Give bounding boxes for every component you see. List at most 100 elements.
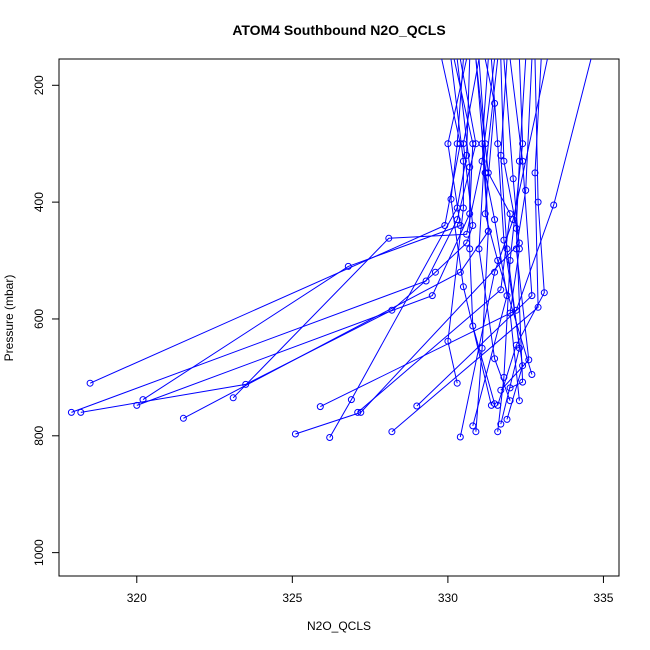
- data-point: [453, 140, 461, 148]
- series-line: [475, 59, 499, 432]
- y-tick-label: 800: [32, 425, 46, 445]
- data-point: [484, 227, 492, 235]
- series-line: [142, 59, 468, 401]
- profile-14: [456, 59, 548, 441]
- data-point: [431, 268, 439, 276]
- data-point: [497, 286, 505, 294]
- data-point: [133, 401, 141, 409]
- data-point: [481, 140, 489, 148]
- series-line: [232, 59, 496, 399]
- data-point: [525, 356, 533, 364]
- data-point: [494, 257, 502, 264]
- data-point: [509, 175, 517, 183]
- y-tick-label: 400: [32, 192, 46, 212]
- data-point: [494, 428, 502, 436]
- profile-23: [506, 59, 527, 392]
- data-point: [487, 401, 495, 409]
- series-line: [472, 59, 508, 427]
- series-line: [447, 59, 464, 384]
- data-point: [86, 379, 94, 387]
- series-line: [416, 59, 533, 407]
- data-point: [491, 355, 499, 363]
- profile-27: [497, 59, 533, 394]
- data-point: [422, 277, 430, 285]
- profile-13: [316, 59, 592, 411]
- series-profiles: [67, 59, 592, 441]
- data-point: [229, 394, 237, 402]
- series-line: [450, 59, 492, 406]
- data-point: [515, 157, 523, 165]
- data-point: [550, 201, 558, 209]
- data-point: [503, 415, 511, 423]
- data-point: [506, 384, 514, 392]
- data-point: [316, 403, 324, 411]
- data-point: [326, 434, 334, 441]
- data-point: [344, 262, 352, 270]
- data-point: [459, 283, 467, 291]
- series-line: [484, 59, 533, 375]
- x-axis-label: N2O_QCLS: [307, 619, 371, 633]
- data-point: [506, 309, 514, 317]
- data-point: [506, 210, 514, 218]
- data-point: [491, 216, 499, 224]
- data-point: [478, 157, 486, 165]
- data-point: [497, 420, 505, 428]
- x-tick-label: 335: [593, 591, 613, 605]
- series-line: [497, 59, 545, 406]
- data-point: [512, 245, 520, 253]
- series-line: [71, 59, 477, 413]
- data-point: [519, 362, 527, 370]
- data-point: [469, 322, 477, 330]
- series-line: [136, 59, 474, 406]
- series-line: [478, 59, 511, 401]
- data-point: [466, 163, 474, 171]
- data-point: [497, 386, 505, 394]
- profile-25: [444, 59, 467, 387]
- series-line: [456, 59, 496, 404]
- data-point: [500, 236, 508, 244]
- data-point: [491, 99, 499, 107]
- chart-title: ATOM4 Southbound N2O_QCLS: [232, 22, 445, 38]
- data-point: [466, 245, 474, 253]
- data-point: [456, 433, 464, 441]
- x-tick-label: 320: [127, 591, 147, 605]
- data-point: [528, 292, 536, 300]
- data-point: [453, 379, 461, 387]
- data-point: [515, 397, 523, 405]
- profile-22: [447, 59, 495, 409]
- data-point: [459, 204, 467, 212]
- series-line: [509, 59, 527, 389]
- y-tick-label: 200: [32, 75, 46, 95]
- data-point: [413, 402, 421, 410]
- y-tick-label: 600: [32, 309, 46, 329]
- data-point: [357, 408, 365, 416]
- data-point: [528, 371, 536, 378]
- series-line: [329, 59, 471, 438]
- series-line: [89, 59, 461, 384]
- data-point: [519, 140, 527, 148]
- data-point: [456, 222, 464, 229]
- series-line: [320, 59, 592, 408]
- data-point: [444, 140, 452, 148]
- data-point: [472, 428, 480, 436]
- data-point: [497, 151, 505, 159]
- data-point: [385, 234, 393, 242]
- data-point: [347, 396, 355, 404]
- series-line: [497, 59, 524, 432]
- data-point: [291, 430, 299, 438]
- data-point: [540, 289, 548, 297]
- x-tick-label: 325: [282, 591, 302, 605]
- data-point: [494, 140, 502, 148]
- data-point: [469, 422, 477, 430]
- series-line: [183, 59, 489, 419]
- data-point: [503, 245, 511, 253]
- data-point: [500, 373, 508, 381]
- data-point: [456, 268, 464, 276]
- data-point: [491, 268, 499, 276]
- profile-3: [179, 59, 492, 422]
- data-point: [139, 396, 147, 404]
- data-point: [179, 414, 187, 422]
- series-line: [459, 59, 548, 438]
- plot-frame: [58, 58, 620, 577]
